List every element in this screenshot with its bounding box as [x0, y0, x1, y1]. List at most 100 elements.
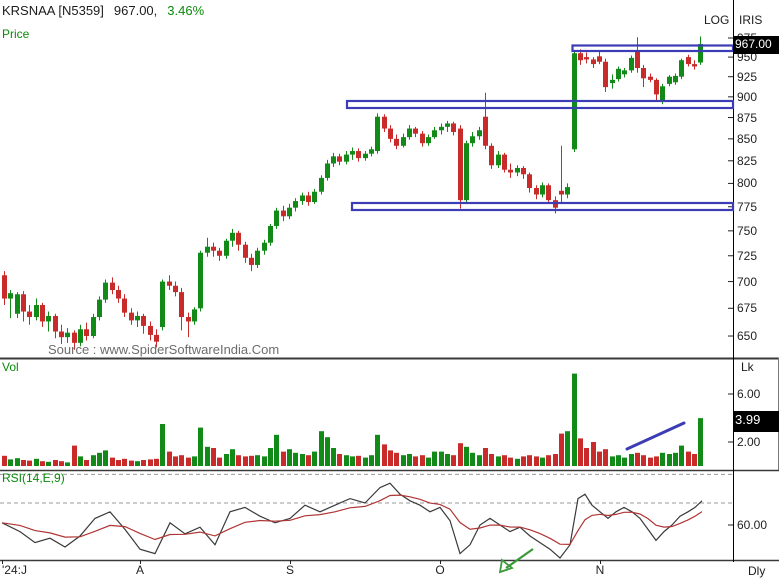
volume-bar — [15, 458, 20, 466]
candle-body — [148, 325, 153, 335]
volume-bar — [388, 450, 393, 466]
candle-body — [382, 116, 387, 129]
volume-bar — [173, 456, 178, 466]
candle-body — [407, 128, 412, 138]
candle-body — [648, 76, 653, 80]
volume-bar — [401, 455, 406, 466]
volume-bar — [527, 455, 532, 466]
month-label-N: N — [595, 563, 605, 577]
template-label[interactable]: IRIS — [739, 13, 763, 27]
drawn-annotations[interactable] — [345, 44, 735, 451]
volume-bar — [407, 454, 412, 466]
candle-body — [325, 163, 330, 178]
volume-bar — [205, 446, 210, 466]
rsi-line — [1, 482, 703, 559]
candle-body — [287, 207, 292, 217]
volume-unit-label: Lk — [741, 360, 754, 374]
candle-body — [135, 315, 140, 321]
rsi-panel[interactable] — [0, 473, 733, 559]
price-tick-label: 750 — [737, 223, 758, 238]
candle-body — [629, 57, 634, 71]
price-tick-label: 925 — [737, 69, 758, 84]
candle-body — [281, 210, 286, 217]
candle-body — [451, 123, 456, 132]
volume-bar — [27, 460, 32, 466]
volume-bar — [217, 457, 222, 466]
volume-bar — [578, 438, 583, 466]
volume-bar — [40, 461, 45, 466]
month-label-O: O — [435, 563, 445, 577]
volume-bar — [698, 418, 703, 466]
volume-bar — [287, 449, 292, 466]
volume-bar — [426, 457, 431, 466]
volume-bar — [135, 461, 140, 466]
volume-bar — [198, 427, 203, 466]
candle-body — [91, 317, 96, 337]
volume-bar — [553, 454, 558, 466]
cursor-icon — [498, 548, 534, 574]
volume-bar — [268, 448, 273, 466]
candle-body — [692, 64, 697, 67]
volume-bar — [477, 455, 482, 466]
candle-body — [603, 61, 608, 88]
volume-bar — [679, 445, 684, 466]
candle-body — [167, 281, 172, 286]
scale-mode-label[interactable]: LOG — [704, 13, 730, 27]
volume-bar — [622, 457, 627, 466]
candle-body — [243, 244, 248, 258]
candle-body — [8, 293, 13, 299]
volume-panel-bars[interactable] — [2, 373, 703, 466]
candle-body — [312, 191, 317, 203]
candle-body — [192, 309, 197, 322]
volume-bar — [565, 431, 570, 466]
volume-bar — [274, 434, 279, 466]
candle-body — [660, 86, 665, 102]
candle-body — [679, 60, 684, 77]
volume-bar — [508, 457, 513, 466]
volume-bar — [470, 452, 475, 466]
price-panel-candles[interactable] — [2, 36, 703, 350]
volume-bar — [502, 455, 507, 466]
price-tick-label: 875 — [737, 110, 758, 125]
month-label-S: S — [285, 563, 294, 577]
volume-bar — [255, 455, 260, 466]
volume-bar — [584, 448, 589, 466]
volume-bar — [53, 460, 58, 466]
candle-body — [521, 167, 526, 175]
volume-bar — [179, 455, 184, 466]
candle-body — [34, 305, 39, 318]
candle-body — [306, 195, 311, 203]
candle-body — [616, 68, 621, 80]
last-price-label: 967.00, — [113, 3, 158, 18]
volume-bar — [337, 454, 342, 466]
rsi-signal-line — [1, 494, 703, 546]
volume-bar — [34, 458, 39, 466]
candle-body — [667, 76, 672, 84]
volume-bar — [464, 446, 469, 466]
candle-body — [344, 154, 349, 162]
price-tick-label: 700 — [737, 274, 758, 289]
volume-bar — [116, 460, 121, 466]
candle-body — [186, 317, 191, 322]
month-label-24J: '24:J — [2, 563, 27, 577]
volume-bar — [8, 459, 13, 466]
volume-bar — [540, 457, 545, 466]
rsi-pane-label: RSI(14,E,9) — [2, 471, 65, 485]
candle-body — [534, 188, 539, 195]
candle-body — [224, 240, 229, 256]
volume-bar — [167, 451, 172, 466]
periodicity-label[interactable]: Dly — [748, 564, 766, 578]
candle-body — [268, 225, 273, 243]
volume-bar — [591, 442, 596, 466]
candle-body — [439, 126, 444, 131]
volume-bar — [211, 448, 216, 466]
volume-bar — [413, 456, 418, 466]
candle-body — [255, 250, 260, 265]
volume-bar — [91, 455, 96, 466]
volume-bar — [382, 444, 387, 466]
candle-body — [173, 285, 178, 293]
volume-bar — [439, 451, 444, 466]
volume-bar — [521, 456, 526, 466]
candle-body — [236, 232, 241, 245]
